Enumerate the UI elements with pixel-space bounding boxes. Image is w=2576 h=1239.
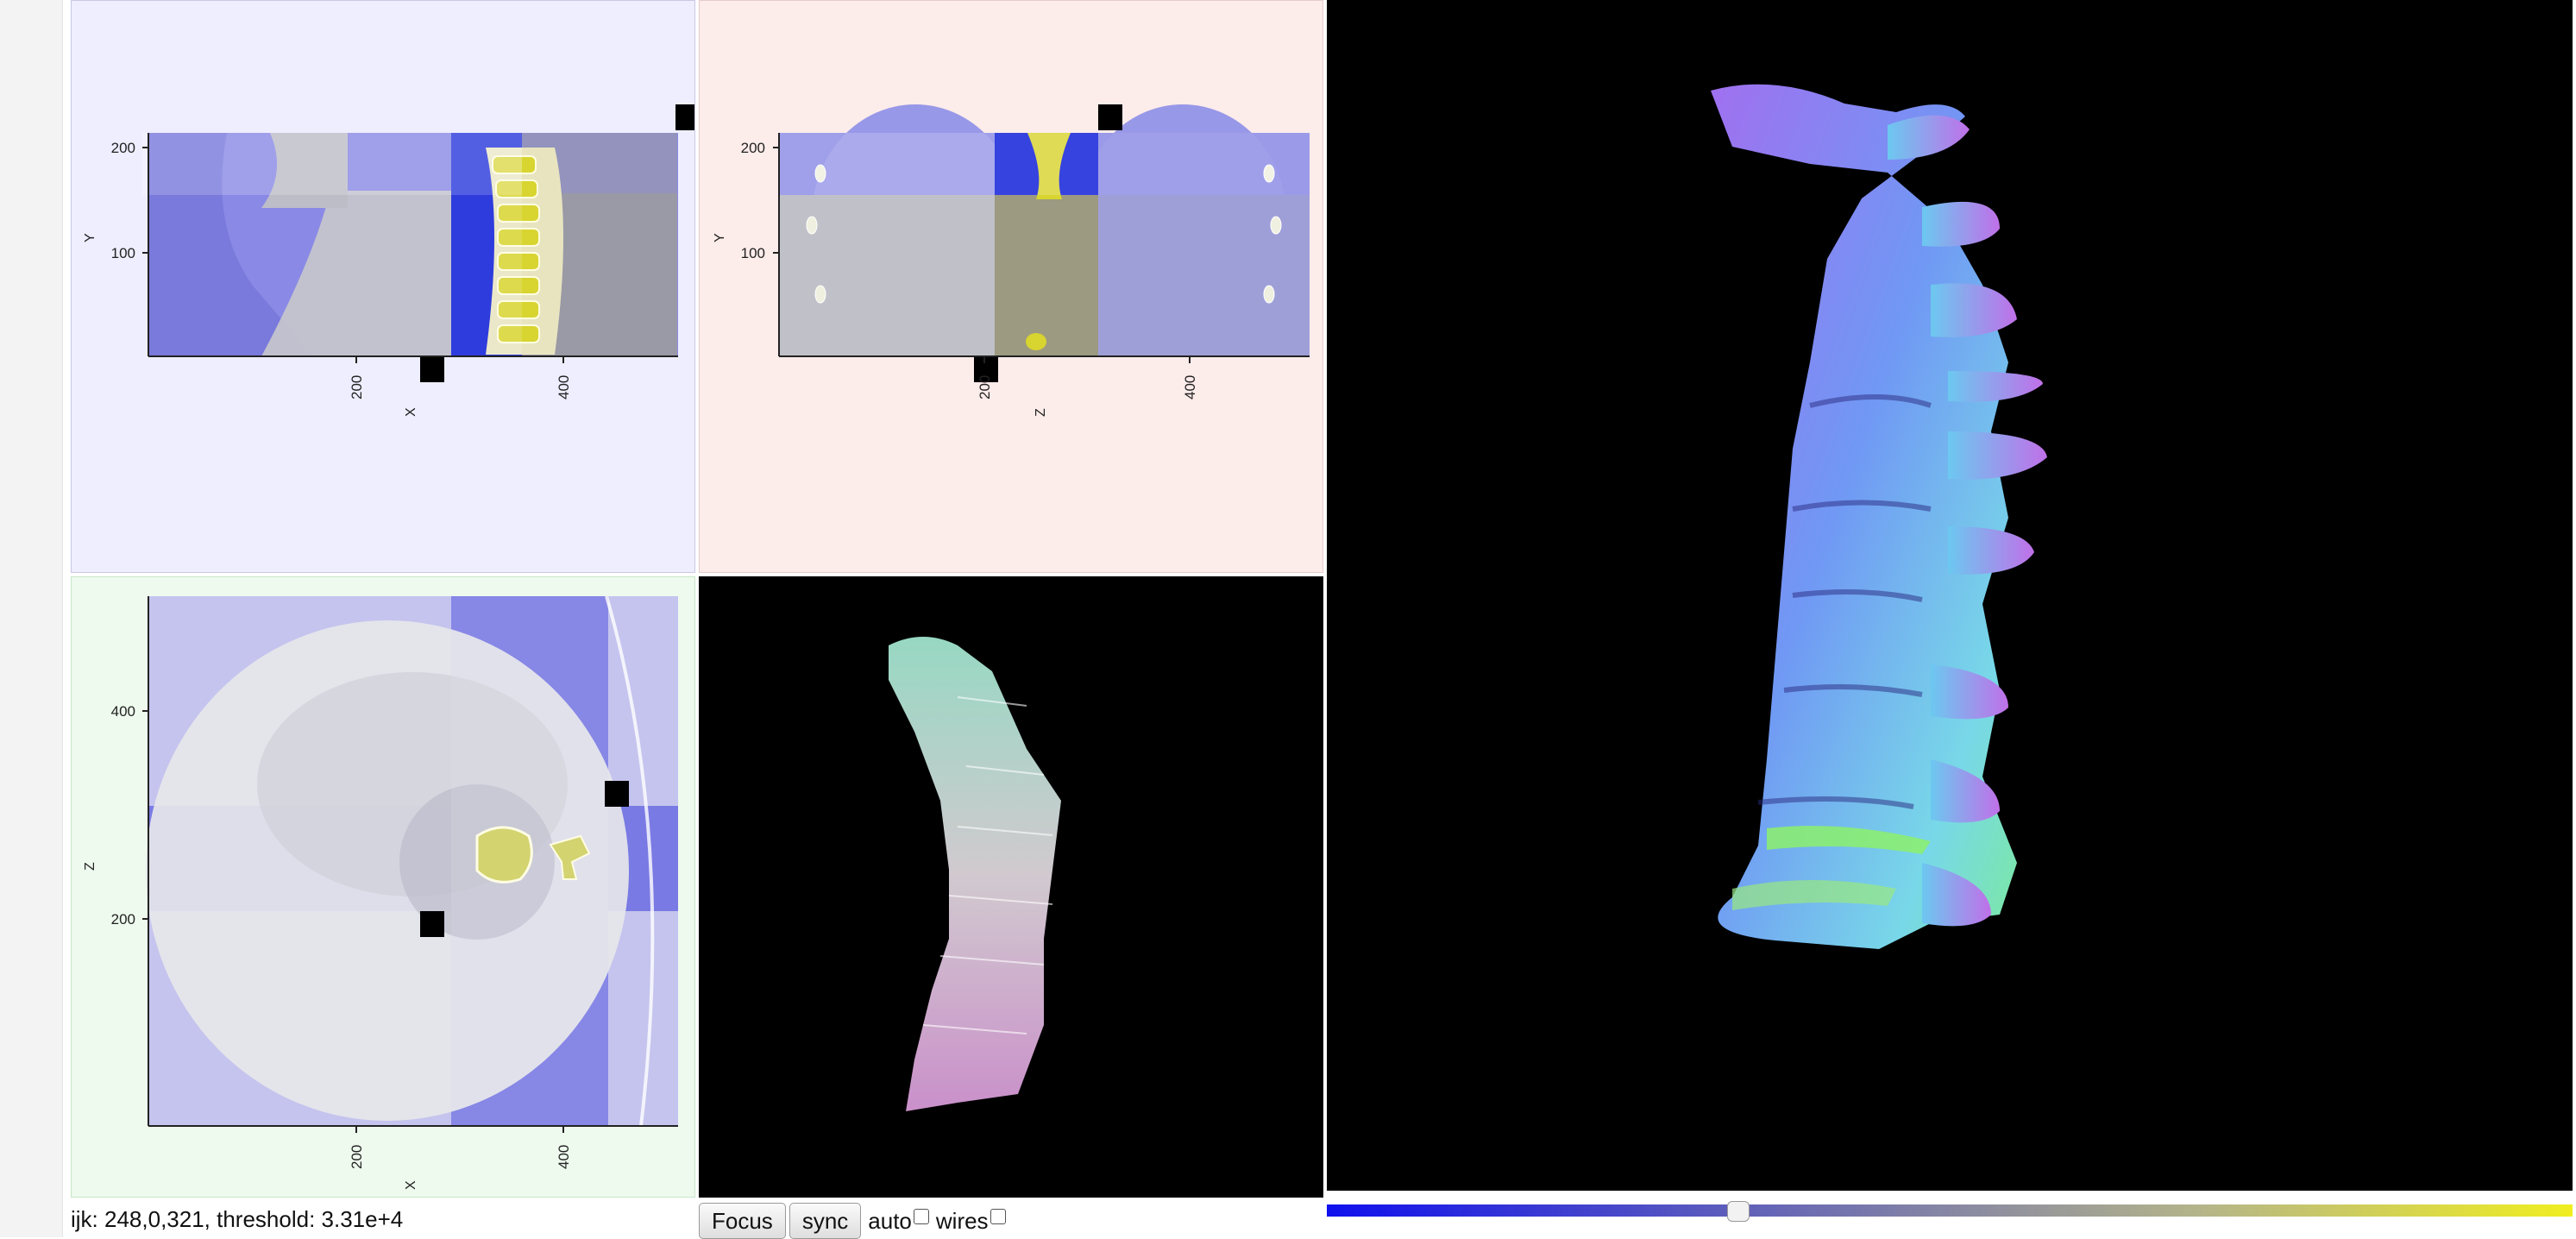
y-axis-label: Y (83, 233, 97, 242)
x-axis-label: Z (1034, 408, 1048, 417)
sagittal-slice-view[interactable]: 200 100 200 400 Y X (71, 0, 695, 573)
wires-checkbox[interactable] (990, 1209, 1006, 1224)
wires-option[interactable]: wires (936, 1208, 1006, 1235)
coronal-slice-view[interactable]: 200 100 200 400 Y Z (699, 0, 1323, 573)
volume-render-view[interactable] (699, 576, 1323, 1198)
sync-button[interactable]: sync (789, 1203, 862, 1239)
x-tick-label: 200 (349, 1145, 365, 1169)
y-axis-label: Y (713, 233, 727, 242)
focus-button[interactable]: Focus (699, 1203, 786, 1239)
y-tick-label: 200 (741, 140, 765, 156)
view-controls: Focus sync auto wires (699, 1203, 1006, 1239)
left-gutter (0, 0, 63, 1237)
threshold-slider[interactable] (1327, 1201, 2573, 1222)
x-axis-label: X (404, 407, 418, 417)
y-tick-label: 100 (741, 245, 765, 261)
auto-label: auto (868, 1207, 912, 1234)
threshold-slider-track[interactable] (1327, 1204, 2573, 1217)
y-tick-label: 100 (111, 245, 135, 261)
axial-slice-view[interactable]: 400 200 200 400 Z X (71, 576, 695, 1198)
ijk-threshold-readout: ijk: 248,0,321, threshold: 3.31e+4 (71, 1206, 404, 1232)
x-tick-label: 200 (977, 375, 993, 399)
x-tick-label: 400 (556, 375, 572, 399)
x-tick-label: 400 (556, 1145, 572, 1169)
y-tick-label: 200 (111, 140, 135, 156)
auto-checkbox[interactable] (913, 1209, 929, 1224)
surface-render-3d-view[interactable] (1327, 0, 2573, 1191)
y-tick-label: 400 (111, 703, 135, 720)
threshold-slider-thumb[interactable] (1726, 1201, 1750, 1222)
x-tick-label: 200 (349, 375, 365, 399)
y-axis-label: Z (83, 862, 97, 871)
wires-label: wires (935, 1207, 989, 1234)
y-tick-label: 200 (111, 911, 135, 928)
x-tick-label: 400 (1182, 375, 1198, 399)
auto-option[interactable]: auto (868, 1208, 929, 1235)
x-axis-label: X (404, 1180, 418, 1190)
